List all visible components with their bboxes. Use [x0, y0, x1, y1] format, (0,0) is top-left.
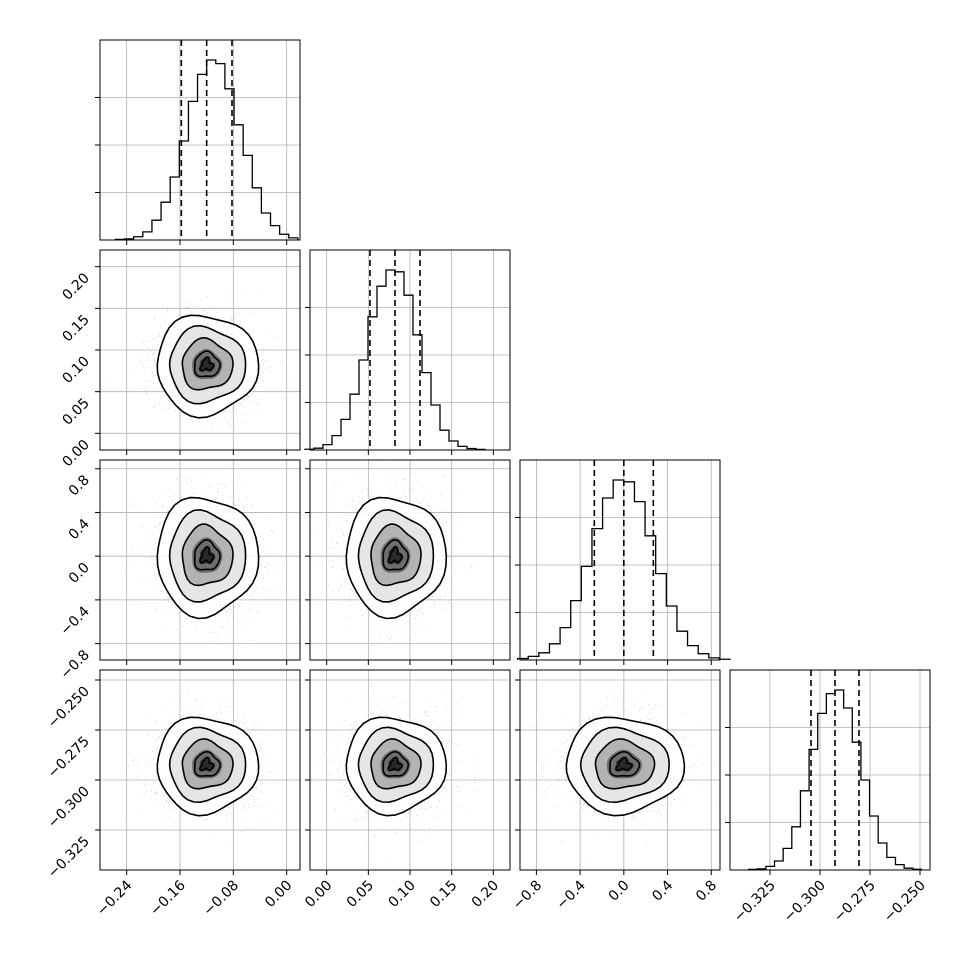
panel-frame: [729, 669, 931, 871]
density-fill-core: [614, 756, 634, 772]
contour-line: [181, 738, 234, 790]
scatter-panel-4-1: [95, 669, 301, 875]
x-tick-label: −0.250: [881, 878, 929, 926]
contour-line: [193, 750, 221, 777]
x-tick-label: 0.05: [344, 878, 377, 911]
density-fill-core: [198, 356, 216, 372]
y-tick-label: −0.325: [45, 834, 93, 882]
contour-line: [168, 324, 247, 405]
x-tick-label: −0.4: [554, 877, 589, 912]
y-tick-label: −0.300: [45, 784, 93, 832]
y-tick-label: 0.05: [59, 395, 92, 428]
x-tick-label: 0.0: [606, 878, 633, 905]
contour-line: [565, 716, 686, 817]
contour-line: [387, 546, 403, 564]
x-tick-labels: −0.24 −0.16 −0.08 0.00 0.00 0.05 0.10 0.15 0.20−…: [94, 877, 929, 925]
contour-line: [370, 523, 422, 587]
contour-line: [193, 538, 221, 571]
contour-line: [181, 523, 234, 587]
contour-line: [199, 546, 215, 564]
panel-frame: [99, 459, 301, 661]
x-tick-label: −0.08: [201, 878, 243, 920]
contour-line: [168, 508, 247, 603]
x-tick-label: 0.10: [385, 878, 418, 911]
y-tick-label: 0.15: [59, 312, 92, 345]
panel-frame: [519, 459, 721, 661]
y-tick-label: −0.4: [57, 603, 92, 638]
panel-frame: [519, 669, 721, 871]
x-tick-label: 0.15: [427, 878, 460, 911]
contour-line: [156, 496, 260, 620]
x-tick-label: 0.8: [693, 878, 720, 905]
y-tick-labels: 0.00 0.05 0.10 0.15 0.20 −0.8 −0.4 0.0 0.4 0.8 −0.…: [45, 270, 93, 881]
contour-line: [156, 716, 260, 817]
contour-line: [181, 336, 234, 391]
histogram-panel-3: [515, 459, 731, 665]
contour-line: [609, 750, 641, 777]
contour-line: [345, 496, 448, 620]
contour-line: [382, 750, 410, 777]
histogram-panel-2: [304, 249, 511, 455]
scatter-panel-4-3: [515, 669, 721, 875]
scatter-panel-3-1: [95, 459, 301, 665]
contour-line: [168, 726, 247, 804]
x-tick-label: −0.300: [781, 878, 829, 926]
x-tick-label: −0.325: [731, 878, 779, 926]
x-tick-label: 0.00: [262, 878, 295, 911]
scatter-panel-3-2: [305, 459, 511, 665]
x-tick-label: −0.24: [94, 877, 136, 919]
x-tick-label: −0.8: [510, 878, 545, 913]
x-tick-label: 0.20: [469, 878, 502, 911]
contour-line: [357, 726, 435, 804]
contour-line: [370, 738, 422, 790]
contour-line: [199, 356, 215, 372]
density-fill-core: [198, 545, 216, 565]
contour-line: [156, 314, 260, 419]
contour-line: [615, 756, 633, 771]
density-fill-core: [198, 756, 216, 772]
y-tick-label: 0.0: [66, 560, 93, 587]
density-fill-core: [387, 545, 404, 565]
y-tick-label: 0.4: [66, 516, 93, 543]
x-tick-label: 0.4: [649, 877, 676, 904]
y-tick-label: 0.10: [59, 354, 92, 387]
contour-line: [357, 508, 435, 603]
x-tick-label: 0.00: [302, 878, 335, 911]
contour-line: [387, 756, 403, 771]
panel-frame: [99, 39, 301, 241]
panel-frame: [99, 669, 301, 871]
contour-line: [382, 538, 410, 571]
scatter-panel-2-1: [95, 249, 301, 455]
y-tick-label: 0.00: [59, 437, 92, 470]
histogram-step-line: [114, 59, 299, 241]
contour-line: [193, 350, 221, 378]
contour-line: [579, 726, 671, 804]
scatter-panel-4-2: [305, 669, 511, 875]
y-tick-label: −0.275: [45, 734, 93, 782]
x-tick-label: −0.275: [831, 878, 879, 926]
contour-line: [594, 738, 656, 790]
y-tick-label: −0.250: [45, 684, 93, 732]
y-tick-label: −0.8: [57, 647, 92, 682]
contour-line: [199, 756, 215, 771]
histogram-panel-1: [95, 39, 301, 245]
x-tick-label: −0.16: [147, 877, 189, 919]
density-fill-core: [387, 756, 404, 772]
y-tick-label: 0.8: [66, 472, 93, 499]
histogram-panel-4: [725, 669, 931, 875]
contour-line: [345, 716, 448, 817]
y-tick-label: 0.20: [59, 270, 92, 303]
